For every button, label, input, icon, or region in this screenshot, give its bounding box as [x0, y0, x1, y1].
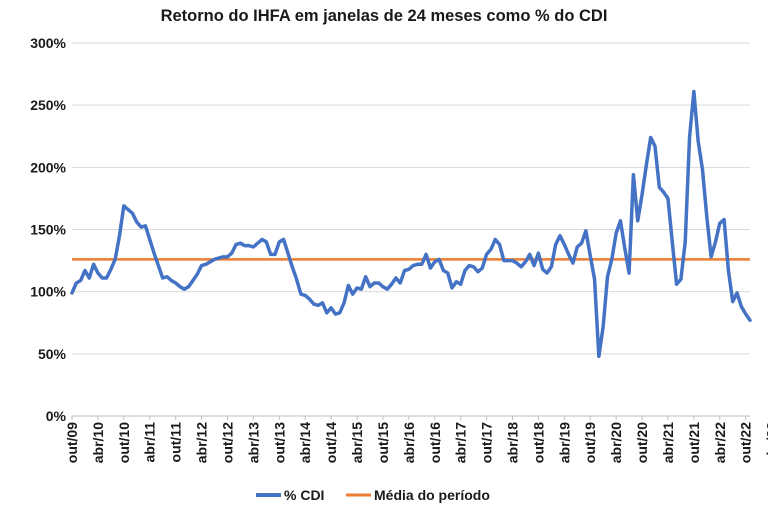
x-tick-label: out/11 — [168, 422, 184, 463]
series-layer — [70, 89, 752, 359]
y-tick-label: 50% — [38, 346, 67, 362]
x-tick-label: abr/23 — [764, 422, 768, 463]
x-tick-label: out/16 — [427, 422, 443, 463]
x-tick-label: abr/22 — [712, 422, 728, 463]
x-tick-label: out/19 — [582, 422, 598, 463]
x-tick-label: out/12 — [219, 422, 235, 463]
series-line-cdi — [70, 89, 752, 359]
x-tick-label: abr/15 — [349, 422, 365, 463]
y-tick-label: 200% — [30, 159, 66, 175]
legend-label-media: Média do período — [374, 487, 490, 503]
x-tick-label: out/09 — [64, 422, 80, 463]
x-tick-label: out/15 — [375, 422, 391, 463]
x-tick-label: abr/13 — [245, 422, 261, 463]
y-tick-label: 150% — [30, 222, 66, 238]
x-tick-label: abr/18 — [504, 422, 520, 463]
y-tick-label: 100% — [30, 284, 66, 300]
x-tick-label: out/18 — [530, 422, 546, 463]
legend-label-cdi: % CDI — [284, 487, 324, 503]
y-tick-label: 0% — [46, 408, 67, 424]
chart-title: Retorno do IHFA em janelas de 24 meses c… — [161, 7, 608, 25]
x-tick-label: out/10 — [116, 422, 132, 463]
x-tick-label: out/14 — [323, 422, 339, 463]
x-tick-label: out/17 — [479, 422, 495, 463]
x-tick-label: abr/17 — [453, 422, 469, 463]
y-tick-label: 300% — [30, 35, 66, 51]
x-tick-label: abr/19 — [556, 422, 572, 463]
x-tick-label: abr/11 — [142, 422, 158, 463]
x-tick-label: abr/10 — [90, 422, 106, 463]
x-tick-label: abr/20 — [608, 422, 624, 463]
x-tick-label: out/20 — [634, 422, 650, 463]
x-tick-label: out/22 — [738, 422, 754, 463]
x-tick-label: abr/12 — [194, 422, 210, 463]
x-tick-label: out/21 — [686, 422, 702, 463]
y-axis-ticks: 0% 50% 100% 150% 200% 250% 300% — [30, 35, 66, 424]
x-tick-label: out/13 — [271, 422, 287, 463]
x-tick-label: abr/14 — [297, 422, 313, 463]
y-tick-label: 250% — [30, 97, 66, 113]
x-axis-ticks: out/09 abr/10 out/10 abr/11 out/11 abr/12 out/… — [64, 415, 768, 463]
x-tick-label: abr/16 — [401, 422, 417, 463]
gridlines — [72, 42, 750, 417]
x-tick-label: abr/21 — [660, 422, 676, 463]
legend: % CDI Média do período — [256, 487, 490, 503]
